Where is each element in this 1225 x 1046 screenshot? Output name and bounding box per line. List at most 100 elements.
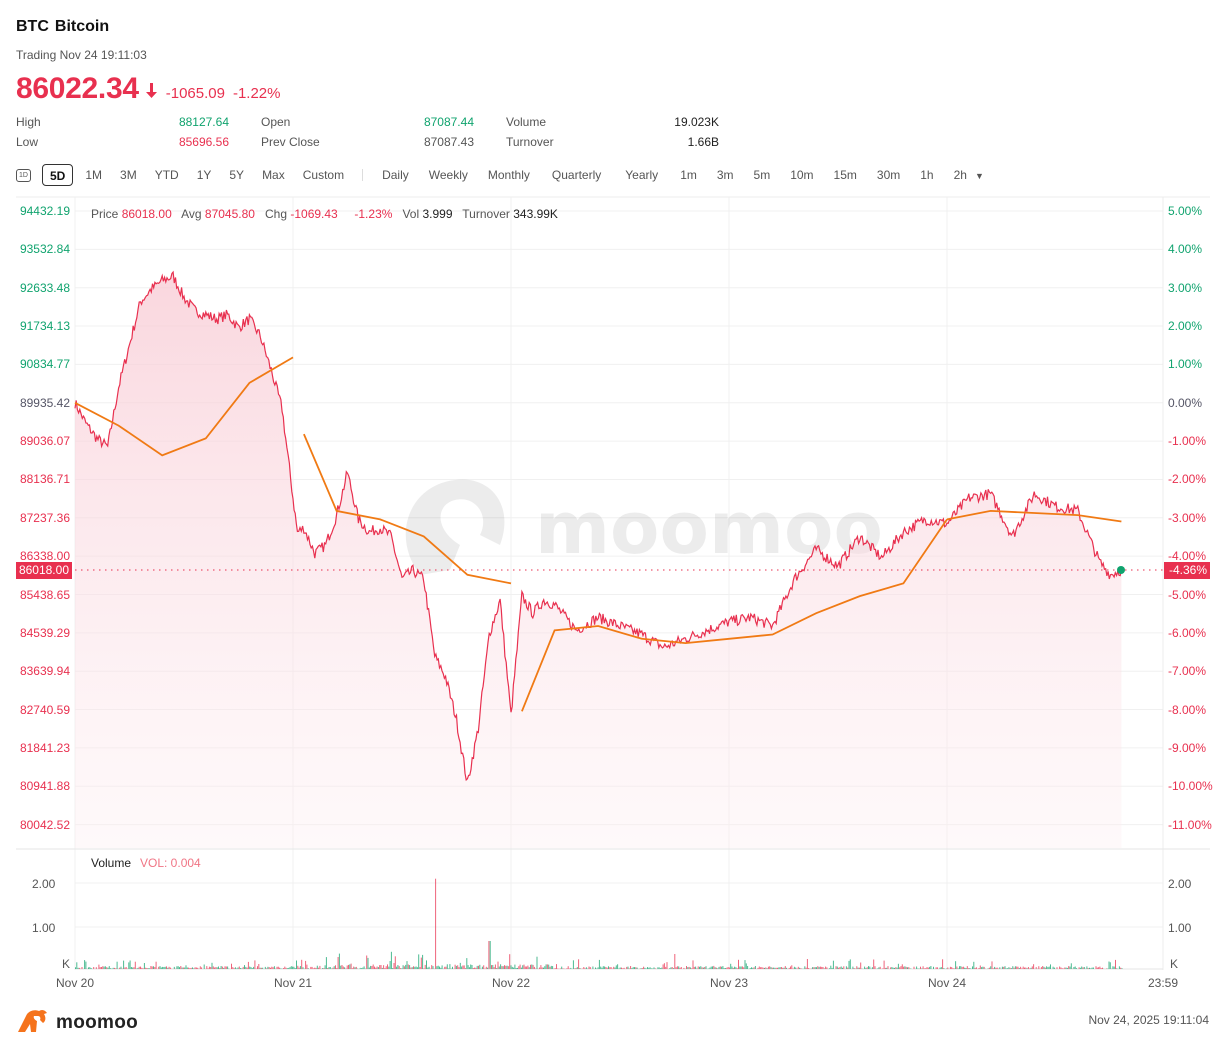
tab-3m[interactable]: 3M [120, 168, 137, 182]
low-label: Low [16, 135, 39, 149]
tab-daily[interactable]: Daily [382, 168, 409, 182]
turnover-label: Turnover [506, 135, 554, 149]
tab-ytd[interactable]: YTD [154, 168, 179, 182]
price-tick: 94432.19 [19, 204, 70, 218]
percent-tick: -11.00% [1168, 817, 1212, 832]
watermark-logo: moomoo [405, 479, 883, 575]
last-price: 86022.34 [16, 72, 139, 105]
current-price-tag: 86018.00 [16, 562, 72, 579]
instrument-name: Bitcoin [54, 18, 110, 35]
low-value: 85696.56 [178, 135, 229, 149]
legend-turnover: 343.99K [513, 207, 558, 221]
volume-title: Volume [91, 856, 132, 870]
percent-tick: -5.00% [1168, 587, 1207, 602]
open-value: 87087.44 [423, 115, 474, 129]
price-change: -1065.09 [165, 85, 225, 102]
high-value: 88127.64 [178, 115, 229, 129]
price-tick: 93532.84 [19, 242, 70, 257]
price-change-pct: -1.22% [232, 85, 281, 102]
tab-5d[interactable]: 5D [42, 164, 74, 186]
percent-tick: -1.00% [1168, 434, 1207, 449]
avg-line [303, 433, 512, 585]
legend-price-label: Price [91, 207, 119, 221]
percent-tick: -2.00% [1168, 472, 1207, 487]
prev-close-value: 87087.43 [423, 135, 474, 149]
percent-tick: 1.00% [1168, 357, 1203, 372]
x-tick-nov21: Nov 21 [273, 976, 313, 990]
x-tick-nov20: Nov 20 [55, 976, 95, 990]
price-area-fill [75, 272, 1122, 849]
x-tick-end: 23:59 [1147, 976, 1179, 990]
price-tick: 90834.77 [19, 357, 70, 372]
caret-down-icon: ▼ [974, 171, 984, 181]
tab-3min[interactable]: 3m [716, 168, 734, 182]
vol-tick-left-2: 2.00 [32, 877, 56, 891]
stats-grid: High 88127.64 Low 85696.56 Open 87087.44… [0, 0, 1225, 160]
x-tick-nov23: Nov 23 [709, 976, 749, 990]
turnover-value: 1.66B [687, 135, 719, 149]
tab-15min[interactable]: 15m [833, 168, 857, 182]
tab-yearly[interactable]: Yearly [625, 168, 659, 182]
tab-30min[interactable]: 30m [876, 168, 901, 182]
legend-chg-pct: -1.23% [354, 207, 393, 221]
percent-tick: 0.00% [1168, 395, 1203, 410]
tab-1min[interactable]: 1m [680, 168, 697, 182]
tab-quarterly[interactable]: Quarterly [551, 168, 602, 182]
legend-price: 86018.00 [121, 207, 172, 221]
avg-line [74, 356, 294, 457]
tab-max[interactable]: Max [262, 168, 285, 182]
vol-tick-right-1: 1.00 [1168, 921, 1192, 935]
percent-tick: 5.00% [1168, 204, 1203, 218]
price-tick: 87237.36 [19, 510, 70, 525]
svg-text:moomoo: moomoo [535, 486, 883, 570]
tab-2h-dropdown[interactable]: 2h ▼ [944, 164, 994, 186]
vol-tick-left-k: K [62, 957, 71, 971]
tab-1y[interactable]: 1Y [196, 168, 212, 182]
price-tick: 85438.65 [19, 587, 70, 602]
open-label: Open [261, 115, 291, 129]
tab-1d-icon[interactable]: 1D [16, 168, 31, 182]
percent-tick: -10.00% [1168, 779, 1213, 794]
vol-tick-right-k: K [1170, 957, 1179, 971]
moomoo-bull-icon [16, 1008, 50, 1037]
percent-tick: -6.00% [1168, 625, 1207, 640]
price-tick: 80042.52 [19, 817, 70, 832]
price-tick: 92633.48 [19, 280, 70, 295]
trading-status: Trading Nov 24 19:11:03 [16, 48, 147, 62]
moomoo-logo: moomoo [16, 1008, 138, 1037]
chart-legend: Price 86018.00 Avg 87045.80 Chg -1069.43… [91, 207, 558, 221]
tab-2h-label: 2h [953, 168, 967, 182]
current-point-marker [1117, 566, 1125, 574]
tab-monthly[interactable]: Monthly [487, 168, 530, 182]
price-tick: 89935.42 [19, 395, 70, 410]
x-tick-nov22: Nov 22 [491, 976, 531, 990]
percent-tick: 3.00% [1168, 280, 1203, 295]
price-tick: 80941.88 [19, 779, 70, 794]
price-chart[interactable]: moomoo [0, 0, 1225, 1000]
price-tick: 82740.59 [19, 702, 70, 717]
period-tabs: 1D 5D 1M 3M YTD 1Y 5Y Max Custom Daily W… [16, 164, 994, 186]
tab-custom[interactable]: Custom [302, 168, 345, 182]
avg-line [946, 509, 1122, 523]
legend-chg: -1069.43 [290, 207, 338, 221]
percent-tick: 4.00% [1168, 242, 1203, 257]
footer-timestamp: Nov 24, 2025 19:11:04 [1088, 1013, 1209, 1027]
logo-text: moomoo [56, 1011, 139, 1033]
price-tick: 84539.29 [19, 625, 70, 640]
high-label: High [16, 115, 41, 129]
tab-10min[interactable]: 10m [790, 168, 814, 182]
tab-1m[interactable]: 1M [85, 168, 103, 182]
percent-tick: -9.00% [1168, 740, 1207, 755]
tab-5min[interactable]: 5m [753, 168, 771, 182]
tab-1h[interactable]: 1h [920, 168, 934, 182]
legend-avg-label: Avg [181, 207, 202, 221]
price-tick: 83639.94 [19, 664, 70, 679]
avg-line [521, 518, 948, 712]
tab-5y[interactable]: 5Y [229, 168, 245, 182]
current-pct-tag: -4.36% [1164, 562, 1210, 579]
vol-tick-left-1: 1.00 [32, 921, 56, 935]
price-tick: 91734.13 [19, 319, 70, 334]
price-tick: 89036.07 [19, 434, 70, 449]
tab-weekly[interactable]: Weekly [428, 168, 468, 182]
x-tick-nov24: Nov 24 [927, 976, 967, 990]
